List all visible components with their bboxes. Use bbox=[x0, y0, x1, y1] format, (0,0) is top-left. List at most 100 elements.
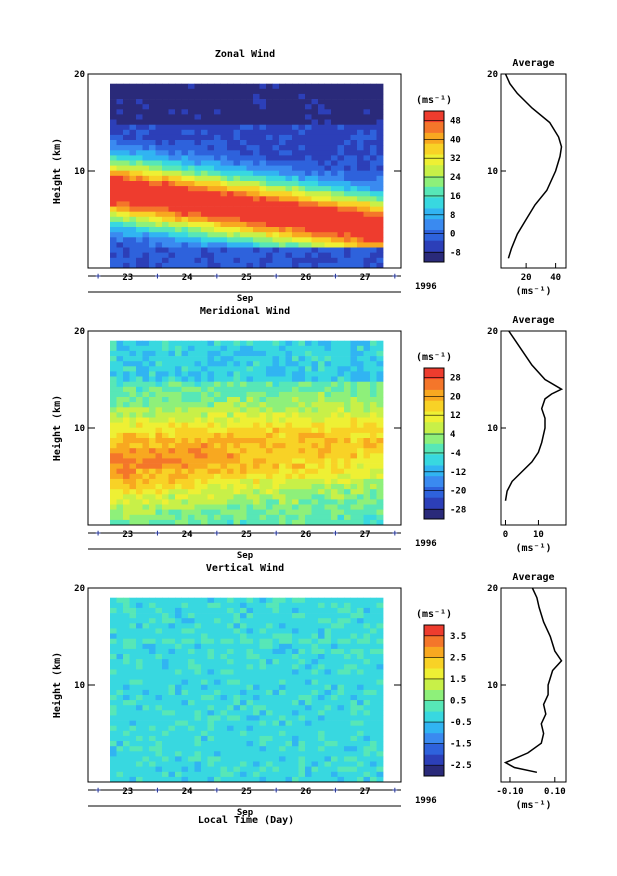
heatmap-cell bbox=[162, 88, 169, 95]
heatmap-cell bbox=[116, 237, 124, 243]
heatmap-cell bbox=[240, 165, 247, 172]
time-marker: + bbox=[214, 272, 220, 282]
heatmap-cell bbox=[298, 514, 306, 521]
heatmap-cell bbox=[220, 109, 228, 115]
heatmap-cell bbox=[116, 623, 124, 629]
heatmap-cell bbox=[331, 99, 338, 105]
heatmap-cell bbox=[110, 730, 117, 737]
heatmap-cell bbox=[259, 443, 267, 449]
heatmap-cell bbox=[337, 114, 345, 120]
heatmap-cell bbox=[110, 412, 117, 418]
heatmap-cell bbox=[285, 638, 293, 645]
heatmap-cell bbox=[331, 766, 338, 773]
heatmap-cell bbox=[259, 659, 267, 665]
heatmap-cell bbox=[357, 715, 364, 721]
heatmap-cell bbox=[149, 669, 156, 675]
heatmap-cell bbox=[227, 181, 234, 187]
heatmap-cell bbox=[175, 422, 182, 429]
heatmap-cell bbox=[272, 376, 280, 382]
heatmap-cell bbox=[344, 160, 351, 166]
heatmap-cell bbox=[344, 710, 351, 716]
heatmap-cell bbox=[337, 119, 345, 125]
heatmap-cell bbox=[272, 242, 280, 248]
heatmap-cell bbox=[175, 771, 182, 778]
heatmap-cell bbox=[142, 602, 150, 609]
heatmap-cell bbox=[201, 607, 208, 614]
heatmap-cell bbox=[201, 499, 208, 505]
heatmap-cell bbox=[136, 340, 143, 347]
heatmap-cell bbox=[279, 664, 286, 670]
heatmap-cell bbox=[324, 725, 332, 732]
heatmap-cell bbox=[168, 633, 176, 639]
heatmap-cell bbox=[292, 150, 299, 156]
heatmap-cell bbox=[142, 340, 150, 347]
heatmap-cell bbox=[214, 504, 221, 510]
heatmap-cell bbox=[240, 134, 247, 141]
heatmap-cell bbox=[337, 700, 345, 706]
heatmap-cell bbox=[246, 345, 254, 352]
heatmap-cell bbox=[363, 478, 371, 485]
heatmap-cell bbox=[311, 494, 319, 500]
heatmap-cell bbox=[123, 140, 130, 146]
heatmap-cell bbox=[318, 129, 325, 136]
heatmap-cell bbox=[363, 262, 371, 269]
heatmap-cell bbox=[123, 221, 130, 228]
heatmap-cell bbox=[162, 473, 169, 480]
heatmap-cell bbox=[155, 633, 163, 639]
heatmap-cell bbox=[259, 242, 267, 248]
heatmap-cell bbox=[175, 473, 182, 480]
heatmap-cell bbox=[344, 345, 351, 352]
heatmap-cell bbox=[350, 196, 358, 202]
heatmap-cell bbox=[266, 607, 273, 614]
heatmap-cell bbox=[259, 654, 267, 660]
heatmap-cell bbox=[357, 746, 364, 752]
heatmap-cell bbox=[136, 684, 143, 691]
heatmap-cell bbox=[266, 700, 273, 706]
heatmap-cell bbox=[272, 607, 280, 614]
heatmap-cell bbox=[350, 494, 358, 500]
heatmap-cell bbox=[136, 129, 143, 136]
heatmap-cell bbox=[175, 659, 182, 665]
heatmap-cell bbox=[207, 705, 215, 711]
heatmap-cell bbox=[292, 448, 299, 454]
heatmap-cell bbox=[227, 463, 234, 470]
heatmap-cell bbox=[181, 175, 189, 182]
heatmap-cell bbox=[337, 402, 345, 408]
heatmap-cell bbox=[298, 489, 306, 495]
heatmap-cell bbox=[324, 104, 332, 110]
heatmap-cell bbox=[253, 597, 260, 604]
heatmap-cell bbox=[207, 751, 215, 757]
heatmap-cell bbox=[266, 628, 273, 634]
heatmap-cell bbox=[350, 356, 358, 362]
heatmap-cell bbox=[129, 191, 137, 197]
heatmap-cell bbox=[370, 613, 377, 619]
heatmap-cell bbox=[227, 114, 234, 120]
heatmap-cell bbox=[116, 607, 124, 614]
heatmap-cell bbox=[324, 700, 332, 706]
heatmap-cell bbox=[246, 237, 254, 243]
heatmap-cell bbox=[220, 519, 228, 526]
heatmap-cell bbox=[168, 720, 176, 727]
profile-x-tick-label: 10 bbox=[533, 530, 544, 540]
heatmap-cell bbox=[331, 458, 338, 464]
heatmap-cell bbox=[214, 761, 221, 767]
heatmap-cell bbox=[337, 776, 345, 783]
heatmap-cell bbox=[266, 402, 273, 408]
day-label: 26 bbox=[300, 787, 311, 797]
heatmap-cell bbox=[272, 386, 280, 393]
heatmap-cell bbox=[344, 124, 351, 131]
heatmap-cell bbox=[220, 93, 228, 100]
heatmap-cell bbox=[318, 340, 325, 347]
heatmap-cell bbox=[311, 432, 319, 439]
heatmap-cell bbox=[305, 453, 312, 459]
heatmap-cell bbox=[324, 438, 332, 444]
heatmap-cell bbox=[298, 613, 306, 619]
heatmap-cell bbox=[207, 427, 215, 434]
day-label: 27 bbox=[360, 530, 371, 540]
heatmap-cell bbox=[129, 484, 137, 490]
heatmap-cell bbox=[253, 689, 260, 696]
heatmap-cell bbox=[162, 463, 169, 470]
heatmap-cell bbox=[344, 88, 351, 95]
heatmap-cell bbox=[337, 165, 345, 172]
heatmap-cell bbox=[214, 689, 221, 696]
